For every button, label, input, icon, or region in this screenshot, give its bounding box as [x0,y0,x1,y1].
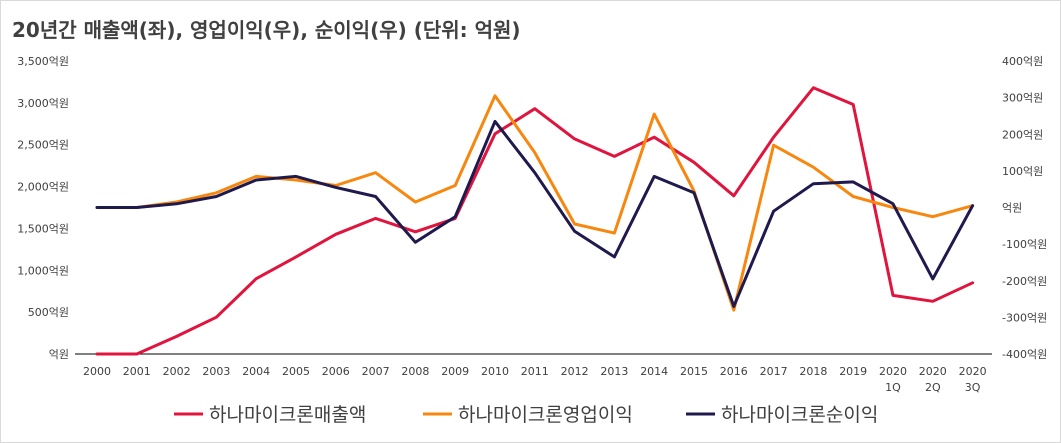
legend-label: 하나마이크론매출액 [209,404,366,426]
right-axis-tick-label: 400억원 [1002,55,1043,68]
x-axis-tick-label: 2000 [83,365,111,378]
x-axis-tick-label: 2013 [600,365,628,378]
x-axis-tick-label: 2010 [481,365,509,378]
legend-label: 하나마이크론순이익 [721,404,878,426]
left-axis-tick-label: 1,500억원 [17,222,69,235]
legend-label: 하나마이크론영업이익 [458,404,633,426]
x-axis-tick-label: 2001 [123,365,151,378]
right-axis-tick-label: 300억원 [1002,92,1043,105]
left-axis-tick-label: 3,000억원 [17,97,69,110]
x-axis-tick-label: 2009 [441,365,469,378]
left-axis-tick-label: 1,000억원 [17,264,69,277]
x-axis-tick-label: 2003 [202,365,230,378]
right-axis-tick-label: 억원 [1002,202,1022,215]
x-axis-tick-label: 2011 [521,365,549,378]
x-axis-tick-label: 2017 [760,365,788,378]
x-axis-tick-label: 2018 [799,365,827,378]
right-axis-tick-label: -300억원 [1002,311,1047,324]
left-axis-tick-label: 억원 [49,348,69,361]
x-axis-tick-label: 2008 [401,365,429,378]
right-axis-tick-label: -100억원 [1002,238,1047,251]
axes-layer: 억원 500억원 1,000억원 1,500억원 2,000억원 2,500억원 3,000… [17,55,1047,394]
legend: 하나마이크론매출액 하나마이크론영업이익 하나마이크론순이익 [174,404,878,426]
right-axis-tick-label: -400억원 [1002,348,1047,361]
x-axis-tick-label: 2014 [640,365,668,378]
x-axis-tick-label: 2020 3Q [959,365,987,394]
right-axis-tick-label: 100억원 [1002,165,1043,178]
left-axis-tick-label: 2,500억원 [17,139,69,152]
x-axis-tick-label: 2015 [680,365,708,378]
x-axis-tick-label: 2004 [242,365,270,378]
x-axis-tick-label: 2019 [839,365,867,378]
x-axis-tick-label: 2007 [362,365,390,378]
x-axis-tick-label: 2006 [322,365,350,378]
left-axis-tick-label: 2,000억원 [17,181,69,194]
series-line-3 [95,119,975,308]
x-axis-tick-label: 2020 2Q [919,365,947,394]
lines-layer [95,86,975,356]
x-axis-tick-label: 2005 [282,365,310,378]
left-axis-tick-label: 3,500억원 [17,55,69,68]
x-axis-tick-label: 2012 [561,365,589,378]
left-axis-tick-label: 500억원 [28,306,69,319]
chart-title: 20년간 매출액(좌), 영업이익(우), 순이익(우) (단위: 억원) [12,18,521,42]
series-line-1 [95,86,975,356]
right-axis-tick-label: 200억원 [1002,128,1043,141]
x-axis-tick-label: 2020 1Q [879,365,907,394]
x-axis-tick-label: 2002 [163,365,191,378]
right-axis-tick-label: -200억원 [1002,275,1047,288]
x-axis-tick-label: 2016 [720,365,748,378]
series-line-2 [95,94,975,312]
